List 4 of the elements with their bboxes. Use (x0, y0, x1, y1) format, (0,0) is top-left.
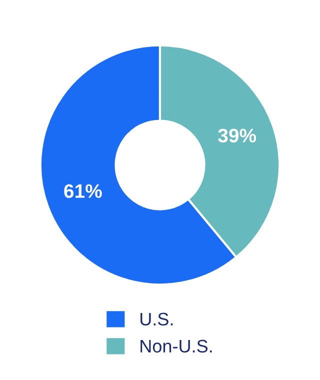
legend-label: Non-U.S. (140, 340, 212, 353)
legend-label: U.S. (140, 312, 173, 326)
data-label: 39% (218, 128, 256, 142)
data-label: 61% (64, 184, 102, 198)
